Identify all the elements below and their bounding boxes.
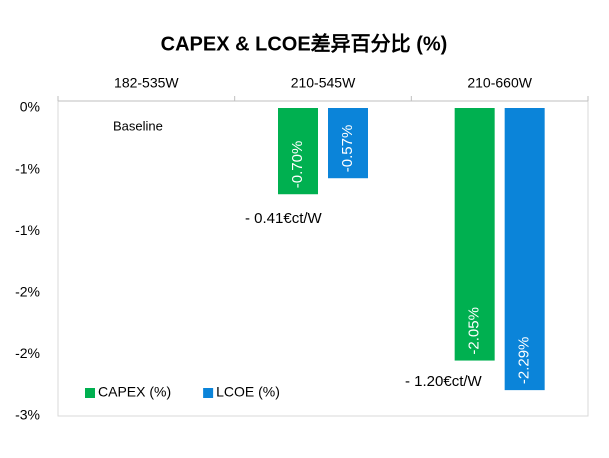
x-tick-label: 210-545W [291,75,356,91]
y-tick-label: -1% [15,222,40,238]
bar [504,108,545,391]
chart-title: CAPEX & LCOE差异百分比 (%) [161,31,448,55]
value-label: -2.29% [516,337,533,385]
y-tick-label: 0% [20,99,40,115]
bar [454,108,495,361]
y-tick-label: -1% [15,160,40,176]
y-tick-label: -3% [15,407,40,423]
legend-label: LCOE (%) [216,384,280,400]
annotation: Baseline [113,118,163,133]
legend-swatch [203,388,214,398]
y-tick-label: -2% [15,284,40,300]
bar [278,108,318,195]
x-tick-label: 182-535W [114,75,179,91]
value-label: -2.05% [466,307,483,355]
value-label: -0.57% [339,125,356,173]
legend-label: CAPEX (%) [98,384,171,400]
x-tick-label: 210-660W [467,75,532,91]
annotation: - 0.41€ct/W [245,210,323,227]
annotation: - 1.20€ct/W [405,373,483,390]
y-tick-label: -2% [15,345,40,361]
legend-swatch [85,388,95,398]
value-label: -0.70% [289,141,306,189]
bar [328,108,368,179]
